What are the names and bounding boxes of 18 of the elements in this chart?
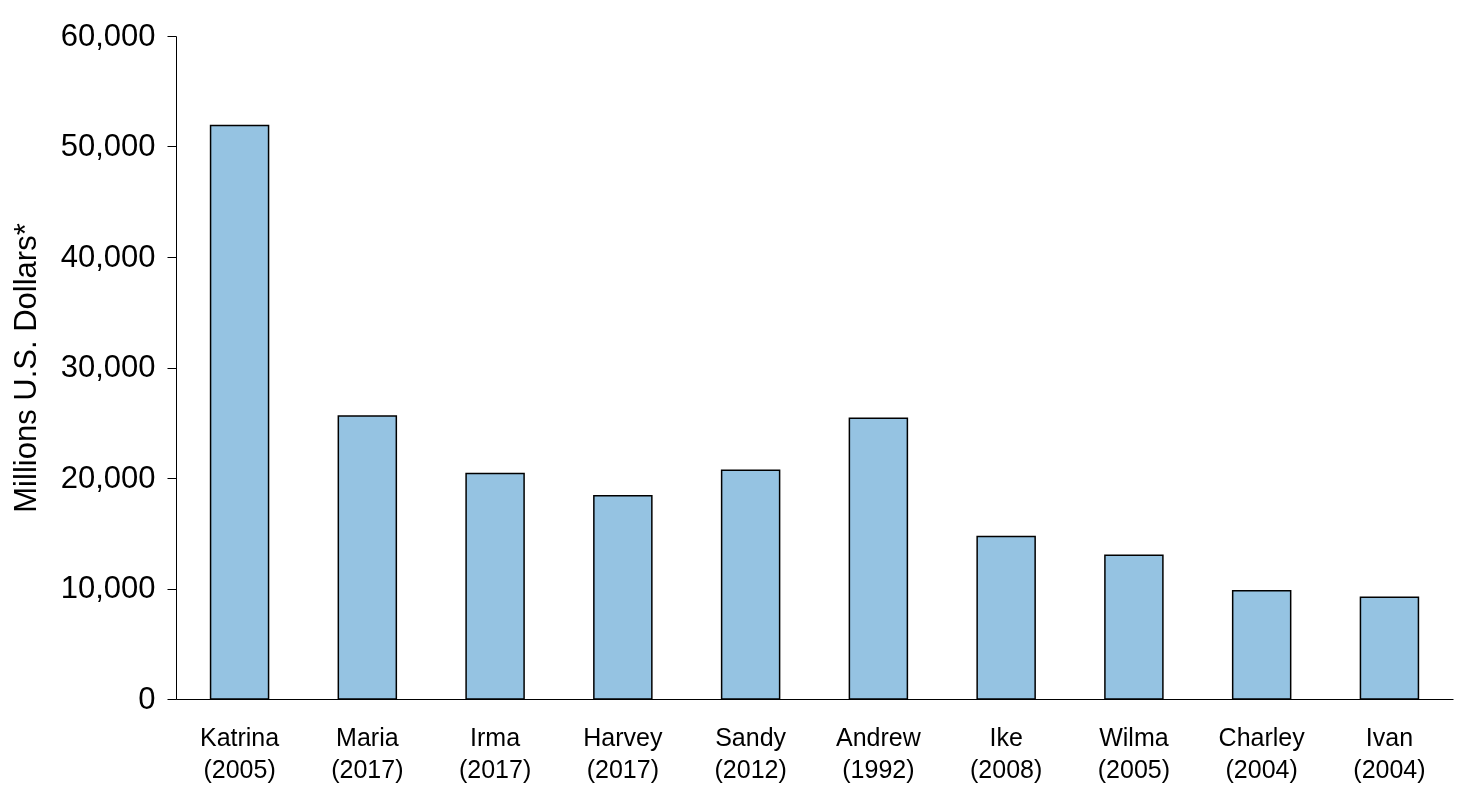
y-axis-title: Millions U.S. Dollars*: [7, 223, 43, 513]
x-tick-label: Sandy (2012): [714, 722, 787, 783]
y-tick-label: 60,000: [60, 17, 156, 53]
x-tick-label: Charley (2004): [1218, 722, 1306, 783]
y-tick-label: 40,000: [60, 238, 156, 274]
x-tick-label: Harvey (2017): [583, 722, 663, 783]
y-tick-label: 30,000: [60, 349, 156, 384]
x-tick-label: Wilma (2005): [1097, 722, 1171, 783]
x-tick-label: Irma (2017): [458, 722, 532, 783]
x-tick-label: Ike (2008): [970, 722, 1043, 783]
y-tick-label: 0: [138, 680, 156, 716]
y-tick-label: 20,000: [60, 459, 156, 495]
y-tick-label: 10,000: [60, 570, 156, 605]
x-tick-label: Ivan (2004): [1353, 722, 1426, 783]
x-tick-label: Andrew (1992): [836, 722, 922, 783]
x-tick-label: Maria (2017): [331, 722, 404, 783]
y-tick-label: 50,000: [60, 128, 156, 163]
x-tick-label: Katrina (2005): [199, 722, 280, 783]
